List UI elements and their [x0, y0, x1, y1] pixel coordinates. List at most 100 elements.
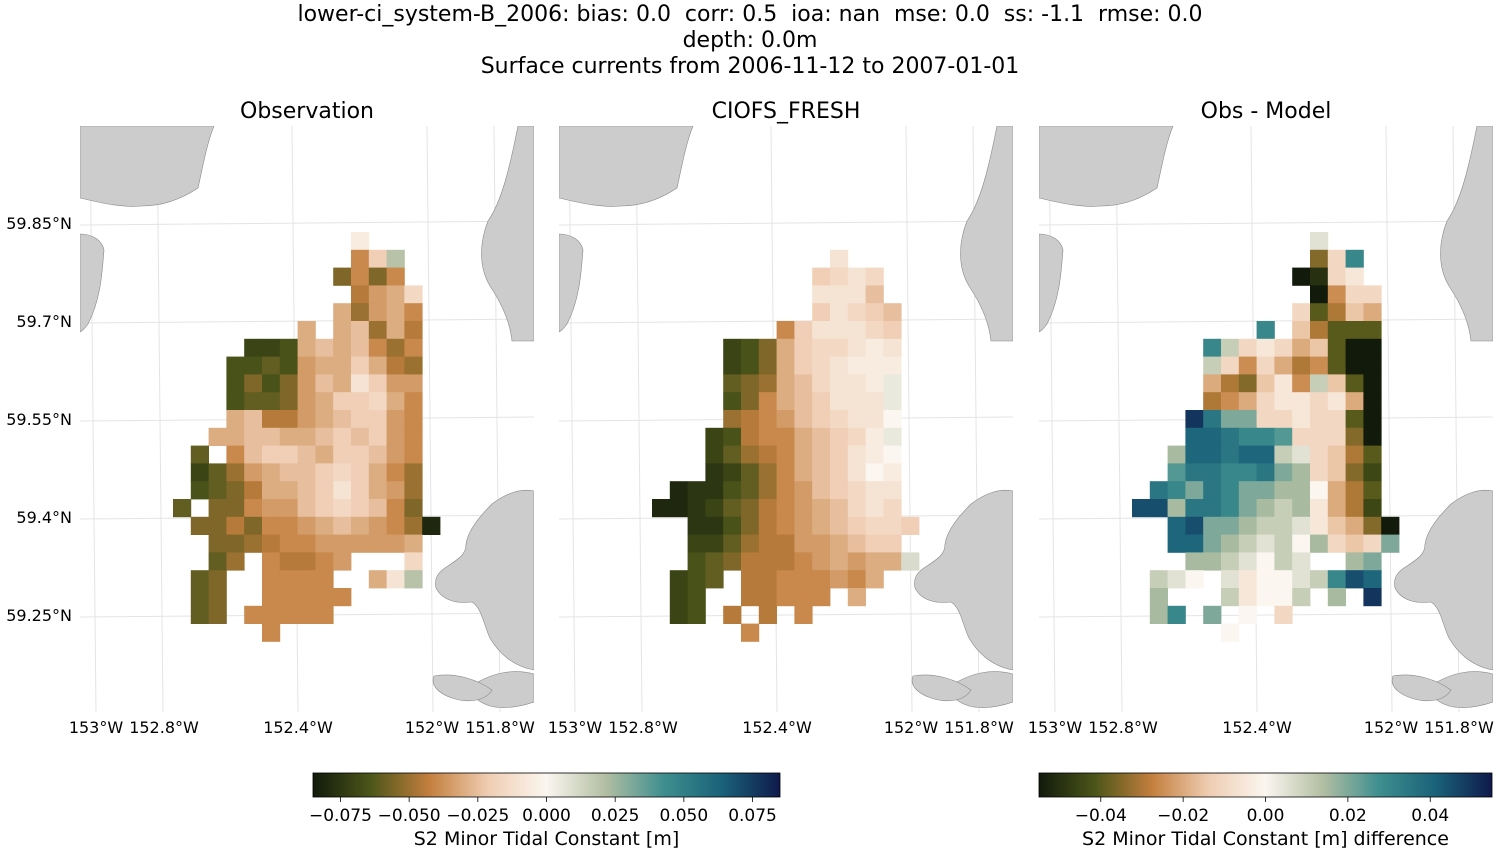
- data-cell: [1363, 588, 1382, 607]
- data-cell: [830, 516, 849, 535]
- lon-tick-label: 151.8°W: [1424, 718, 1494, 737]
- data-cell: [1238, 499, 1257, 518]
- data-cell: [812, 321, 831, 340]
- data-cell: [297, 516, 316, 535]
- data-cell: [315, 499, 334, 518]
- data-cell: [741, 499, 760, 518]
- data-cell: [297, 445, 316, 464]
- data-cell: [847, 516, 866, 535]
- data-cell: [758, 499, 777, 518]
- data-cell: [705, 463, 724, 482]
- data-cell: [1221, 374, 1240, 393]
- data-cell: [830, 534, 849, 553]
- data-cell: [1185, 499, 1204, 518]
- data-cell: [1327, 356, 1346, 375]
- data-cell: [333, 516, 352, 535]
- lon-gridline: [1048, 126, 1056, 712]
- data-cell: [1238, 605, 1257, 624]
- data-cell: [226, 392, 245, 411]
- data-cell: [1310, 232, 1329, 251]
- data-cell: [297, 374, 316, 393]
- data-cell: [279, 499, 298, 518]
- data-cell: [244, 410, 263, 429]
- data-cell: [1345, 499, 1364, 518]
- lon-tick-label: 151.8°W: [944, 718, 1014, 737]
- map-panel-3: Obs - Model 153°W 152.8°W 152.4°W 152°W 151.8…: [1028, 99, 1494, 737]
- data-cell: [333, 410, 352, 429]
- data-cell: [1256, 338, 1275, 357]
- colorbar-tick-label: 0.04: [1411, 806, 1449, 826]
- data-cell: [351, 427, 370, 446]
- colorbar-label: S2 Minor Tidal Constant [m]: [414, 828, 680, 850]
- data-cell: [386, 321, 405, 340]
- data-cell: [1292, 321, 1311, 340]
- data-cell: [333, 392, 352, 411]
- data-cell: [1310, 356, 1329, 375]
- data-cell: [1363, 374, 1382, 393]
- data-cell: [776, 374, 795, 393]
- data-cell: [404, 303, 423, 322]
- data-cell: [883, 481, 902, 500]
- data-cell: [368, 285, 387, 304]
- land-polygon: [911, 674, 972, 702]
- data-cell: [351, 374, 370, 393]
- data-cell: [776, 516, 795, 535]
- data-cell: [758, 427, 777, 446]
- data-cell: [1292, 445, 1311, 464]
- data-cell: [776, 410, 795, 429]
- data-cell: [847, 481, 866, 500]
- data-cell: [404, 427, 423, 446]
- data-cell: [1221, 552, 1240, 571]
- data-cell: [1292, 516, 1311, 535]
- data-cell: [1381, 534, 1400, 553]
- data-cell: [669, 605, 688, 624]
- data-cell: [1345, 356, 1364, 375]
- lat-gridline: [559, 220, 1013, 226]
- land-polygon: [559, 126, 694, 207]
- data-cell: [368, 499, 387, 518]
- data-cell: [386, 392, 405, 411]
- data-cell: [1292, 427, 1311, 446]
- data-cell: [705, 427, 724, 446]
- data-cell: [1203, 534, 1222, 553]
- data-cell: [830, 445, 849, 464]
- data-cell: [333, 267, 352, 286]
- data-cell: [812, 463, 831, 482]
- data-cell: [297, 463, 316, 482]
- data-cell: [226, 481, 245, 500]
- data-cell: [1167, 516, 1186, 535]
- data-cell: [1274, 356, 1293, 375]
- data-cell: [1363, 445, 1382, 464]
- data-cell: [173, 499, 192, 518]
- data-cell: [368, 481, 387, 500]
- data-cell: [776, 499, 795, 518]
- colorbar-tick-label: 0.025: [591, 806, 640, 826]
- lon-tick-label: 153°W: [548, 718, 603, 737]
- data-cell: [1292, 303, 1311, 322]
- data-cell: [776, 570, 795, 589]
- data-cell: [865, 338, 884, 357]
- data-cell: [723, 534, 742, 553]
- data-cell: [226, 410, 245, 429]
- data-cell: [1363, 392, 1382, 411]
- data-cell: [190, 445, 209, 464]
- data-cell: [830, 285, 849, 304]
- data-cell: [1185, 481, 1204, 500]
- data-cell: [758, 570, 777, 589]
- data-cell: [208, 570, 227, 589]
- data-cell: [865, 303, 884, 322]
- colorbar-tick-label: −0.075: [309, 806, 372, 826]
- data-cell: [1327, 570, 1346, 589]
- data-cell: [244, 374, 263, 393]
- data-cell: [1345, 321, 1364, 340]
- lon-gridline: [426, 126, 434, 712]
- data-cell: [1221, 356, 1240, 375]
- data-cell: [776, 588, 795, 607]
- data-cell: [883, 356, 902, 375]
- colorbar-label: S2 Minor Tidal Constant [m] difference: [1082, 828, 1449, 850]
- data-cell: [741, 427, 760, 446]
- data-cell: [297, 481, 316, 500]
- data-cell: [351, 356, 370, 375]
- land-polygon: [559, 233, 584, 333]
